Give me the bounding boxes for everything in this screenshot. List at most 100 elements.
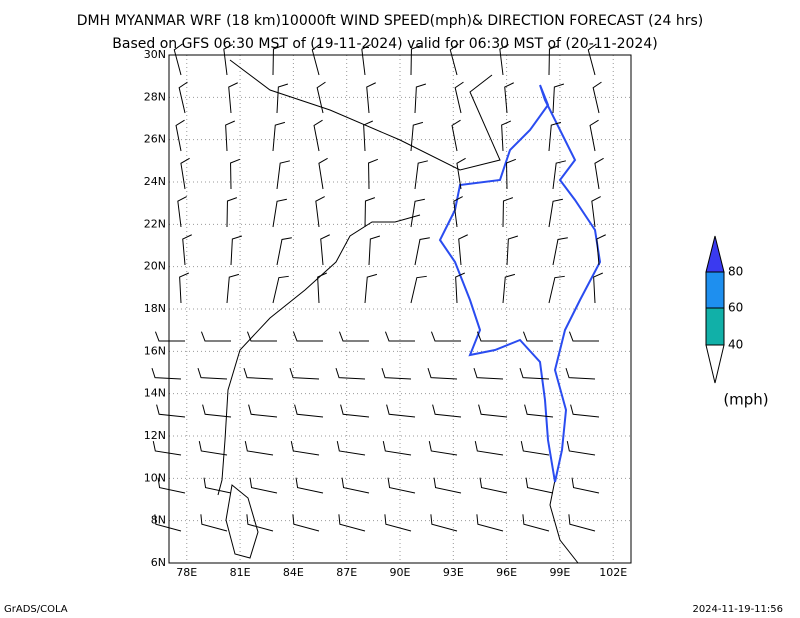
wind-barb	[387, 477, 416, 494]
wind-barb	[454, 81, 464, 114]
wind-barb	[272, 275, 289, 304]
wind-barb	[243, 367, 274, 380]
wind-barb	[476, 331, 507, 342]
wind-barb	[548, 275, 565, 304]
wind-barb	[410, 198, 425, 228]
wind-barb	[566, 441, 596, 456]
border	[229, 59, 501, 171]
wind-barb	[338, 331, 369, 342]
y-tick-label: 26N	[144, 133, 166, 146]
wind-barb	[430, 514, 458, 532]
y-tick-label: 8N	[151, 514, 166, 527]
subtitle: Based on GFS 06:30 MST of (19-11-2024) v…	[112, 36, 657, 52]
wind-barb	[313, 119, 323, 152]
wind-barb	[414, 237, 430, 266]
wind-barb	[361, 44, 371, 76]
legend-over	[705, 235, 725, 273]
wind-barb	[476, 514, 504, 532]
wind-barb	[230, 158, 241, 190]
wind-barb	[152, 441, 182, 456]
wind-barb	[478, 404, 508, 418]
wind-barb	[384, 331, 415, 342]
x-tick-label: 102E	[599, 566, 627, 579]
wind-barb	[180, 157, 190, 190]
wind-barb	[433, 477, 462, 494]
x-tick-label: 87E	[336, 566, 357, 579]
footer-left: GrADS/COLA	[4, 604, 68, 615]
wind-barb	[456, 157, 466, 190]
wind-barb	[430, 331, 461, 342]
legend-unit: (mph)	[723, 391, 768, 409]
wind-barb	[453, 196, 463, 228]
map-frame	[168, 54, 632, 564]
wind-barb	[363, 120, 373, 152]
wind-barb	[449, 43, 459, 76]
wind-barb	[587, 43, 597, 76]
wind-barb	[570, 404, 600, 418]
x-tick-label: 90E	[390, 566, 411, 579]
wind-barb	[276, 83, 289, 114]
coastline	[217, 214, 421, 496]
wind-barb	[414, 160, 429, 190]
wind-barb	[506, 235, 519, 266]
wind-barb	[246, 331, 277, 342]
wind-barb	[200, 514, 228, 532]
wind-barb	[504, 82, 514, 114]
wind-barb	[455, 272, 465, 304]
wind-barb	[200, 331, 231, 342]
wind-barb	[226, 273, 240, 304]
y-tick-label: 18N	[144, 302, 166, 315]
wind-barb	[427, 367, 458, 380]
legend-label: 60	[728, 301, 743, 315]
legend-under	[705, 344, 725, 384]
wind-barb	[568, 514, 596, 532]
wind-barb	[228, 82, 238, 114]
wind-barb	[502, 273, 516, 304]
wind-barb	[154, 331, 185, 342]
y-tick-label: 24N	[144, 175, 166, 188]
wind-barb	[479, 477, 508, 494]
wind-barb	[382, 441, 412, 456]
wind-barb	[428, 441, 458, 456]
wind-barb	[474, 441, 504, 456]
wind-barb	[335, 367, 366, 380]
wind-barb	[451, 119, 461, 152]
wind-barb	[499, 44, 509, 76]
wind-barb	[501, 120, 511, 152]
y-tick-label: 28N	[144, 90, 166, 103]
legend-40-60	[705, 307, 725, 346]
wind-barb	[341, 477, 370, 494]
wind-barb	[154, 514, 182, 532]
wind-barb	[203, 477, 232, 494]
wind-barb	[294, 404, 324, 418]
wind-barb	[292, 331, 323, 342]
wind-barb	[315, 196, 325, 228]
legend-60-80	[705, 271, 725, 309]
x-tick-label: 81E	[230, 566, 251, 579]
wind-barb	[548, 121, 562, 152]
wind-barb	[589, 119, 599, 152]
wind-barb	[179, 272, 189, 304]
wind-barb	[292, 514, 320, 532]
wind-barb	[432, 404, 462, 418]
wind-barb	[525, 477, 554, 494]
wind-barb	[592, 81, 602, 114]
wind-barb	[473, 367, 504, 380]
wind-barb	[151, 367, 182, 380]
wind-barb	[272, 45, 284, 76]
wind-barb	[364, 273, 378, 304]
wind-barb	[225, 120, 235, 152]
wind-barb	[249, 477, 278, 494]
y-tick-label: 22N	[144, 217, 166, 230]
x-tick-label: 84E	[283, 566, 304, 579]
y-tick-label: 12N	[144, 429, 166, 442]
wind-barb	[157, 477, 186, 494]
wind-barb	[368, 158, 379, 190]
wind-barb	[316, 81, 326, 114]
wind-barb	[520, 441, 550, 456]
y-tick-label: 20N	[144, 260, 166, 273]
wind-barb	[230, 235, 243, 266]
x-tick-label: 78E	[176, 566, 197, 579]
wind-barb	[591, 196, 601, 228]
y-tick-label: 6N	[151, 556, 166, 569]
